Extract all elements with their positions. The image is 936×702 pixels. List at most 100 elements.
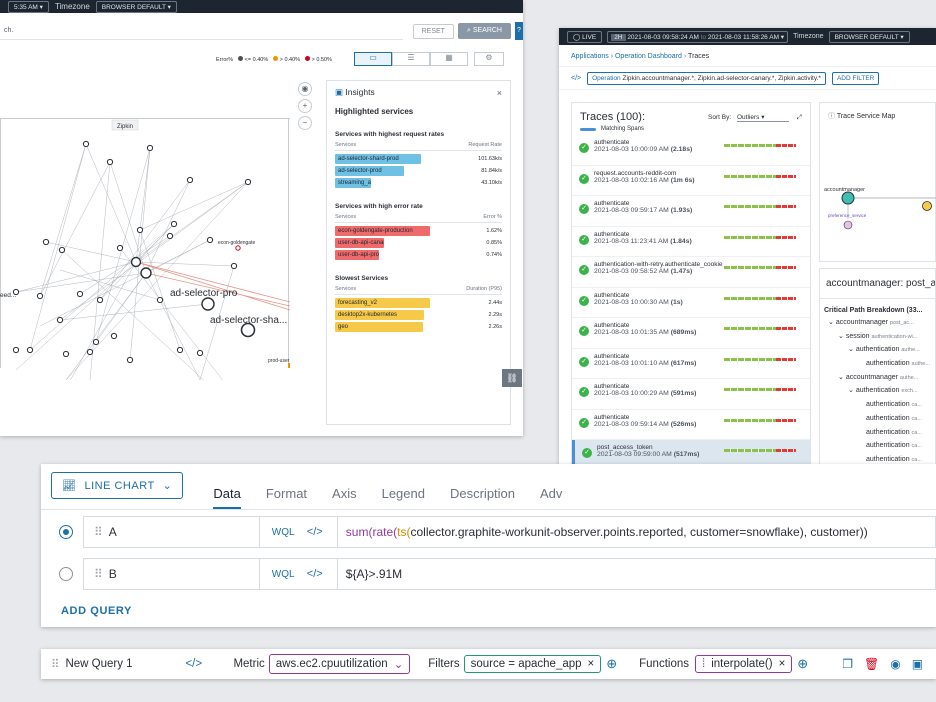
- query-radio[interactable]: [59, 525, 73, 539]
- map-view-icon[interactable]: ▭: [354, 52, 392, 66]
- critical-path-row[interactable]: authentication ca...: [866, 428, 922, 436]
- collapse-icon[interactable]: ⌄: [838, 373, 846, 381]
- query-language-label[interactable]: WQL: [258, 559, 307, 589]
- code-toggle-icon[interactable]: </>: [185, 658, 203, 670]
- timezone-selector[interactable]: BROWSER DEFAULT ▾: [95, 0, 177, 13]
- collapse-icon[interactable]: ⌄: [848, 346, 856, 354]
- trace-list-item[interactable]: ✓ authenticate 2021-08-03 10:00:30 AM (1…: [572, 288, 810, 318]
- drag-handle-icon[interactable]: ⠿: [51, 659, 60, 671]
- search-input[interactable]: ch.: [0, 22, 403, 40]
- remove-function-icon[interactable]: ×: [778, 658, 786, 670]
- trace-list-item[interactable]: ✓ authenticate 2021-08-03 10:01:10 AM (6…: [572, 349, 810, 379]
- insights-icon: ▣: [335, 87, 344, 97]
- trace-list-item[interactable]: ✓ authenticate 2021-08-03 10:00:09 AM (2…: [572, 135, 810, 166]
- code-toggle-icon[interactable]: </>: [306, 526, 323, 538]
- tab-adv[interactable]: Adv: [540, 486, 563, 501]
- span-timeline: [724, 418, 796, 422]
- insight-row[interactable]: econ-goldengate-production 1.62%: [335, 226, 502, 236]
- live-button[interactable]: ◯ LIVE: [567, 30, 603, 43]
- trace-list-item[interactable]: ✓ authentication-with-retry.authenticate…: [572, 257, 810, 288]
- service-graph[interactable]: Zipkin ad-selector-pro ad-selector-sha..…: [0, 80, 300, 380]
- insight-row[interactable]: geo 2.26s: [335, 322, 502, 332]
- visibility-eye-icon[interactable]: ◉: [890, 657, 901, 671]
- delete-icon[interactable]: 🗑︎: [863, 657, 880, 671]
- function-chip[interactable]: ⁞ interpolate() ×: [695, 655, 793, 673]
- insight-section: Services with high error rate Services E…: [335, 203, 502, 260]
- tab-axis[interactable]: Axis: [332, 486, 357, 501]
- sort-select[interactable]: Outliers ▾: [736, 113, 789, 122]
- critical-path-row[interactable]: authentication ca...: [866, 442, 922, 450]
- recenter-icon[interactable]: ◉: [298, 82, 312, 96]
- collapse-icon[interactable]: ⌄: [848, 387, 856, 395]
- insight-row[interactable]: user-db-api-canary 0.85%: [335, 238, 502, 248]
- drag-handle-icon[interactable]: ⠿: [94, 525, 103, 539]
- query-radio[interactable]: [59, 567, 73, 581]
- critical-path-row[interactable]: authentication ca...: [866, 401, 922, 409]
- query-expression[interactable]: ${A}>.91M: [336, 559, 935, 589]
- close-icon[interactable]: ×: [496, 87, 502, 98]
- drag-handle-icon[interactable]: ⠿: [94, 567, 103, 581]
- trace-list-item[interactable]: ✓ authenticate 2021-08-03 11:23:41 AM (1…: [572, 227, 810, 257]
- critical-path-row[interactable]: ⌄ accountmanager post_ac...: [828, 319, 914, 326]
- add-filter-icon[interactable]: ⊕: [606, 656, 618, 671]
- code-icon[interactable]: </>: [571, 74, 582, 82]
- insight-section-title: Services with high error rate: [335, 203, 423, 210]
- tab-legend[interactable]: Legend: [381, 486, 425, 501]
- list-view-icon[interactable]: ☰: [392, 52, 430, 66]
- time-range[interactable]: 2H 2021-08-03 09:58:24 AM to 2021-08-03 …: [607, 30, 789, 43]
- remove-filter-icon[interactable]: ×: [587, 658, 595, 670]
- query-expression[interactable]: sum(rate(ts(collector.graphite-workunit-…: [336, 517, 935, 547]
- copy-icon[interactable]: ❐: [842, 657, 853, 671]
- add-query-button[interactable]: ADD QUERY: [61, 605, 132, 617]
- insight-row[interactable]: user-db-api-prod 0.74%: [335, 250, 502, 260]
- zoom-out-icon[interactable]: −: [298, 116, 312, 130]
- more-icon[interactable]: ▣: [911, 657, 924, 671]
- settings-gear-icon[interactable]: ⚙: [474, 52, 504, 66]
- expand-icon[interactable]: ⤢: [796, 113, 802, 121]
- help-tab[interactable]: ?: [515, 22, 523, 40]
- reset-button[interactable]: RESET: [412, 23, 454, 39]
- zoom-in-icon[interactable]: +: [298, 99, 312, 113]
- metric-chip[interactable]: aws.ec2.cpuutilization ⌄: [268, 654, 411, 674]
- trace-map-graph[interactable]: accountmanager preference_service: [820, 129, 936, 249]
- query-language-label[interactable]: WQL: [258, 517, 307, 547]
- trace-list-item[interactable]: ✓ authenticate 2021-08-03 10:01:35 AM (6…: [572, 318, 810, 349]
- trace-list-item[interactable]: ✓ authenticate 2021-08-03 09:59:17 AM (1…: [572, 196, 810, 227]
- trace-list-item[interactable]: ✓ authenticate 2021-08-03 09:59:14 AM (5…: [572, 410, 810, 440]
- link-icon[interactable]: ⛓: [502, 369, 522, 387]
- insight-row[interactable]: ad-selector-shard-prod 101.63k/s: [335, 154, 502, 164]
- breadcrumb-dashboard[interactable]: Operation Dashboard: [614, 53, 682, 60]
- insight-row[interactable]: streaming_appdream 43.10k/s: [335, 178, 502, 188]
- query-name[interactable]: New Query 1: [65, 658, 133, 670]
- filter-chip[interactable]: source = apache_app ×: [463, 655, 602, 673]
- add-filter-button[interactable]: ADD FILTER: [831, 71, 880, 85]
- critical-path-row[interactable]: authentication ca...: [866, 414, 922, 422]
- time-range-selector[interactable]: 5:35 AM ▾: [8, 0, 49, 13]
- insight-row[interactable]: desktop2x-kubernetes 2.29s: [335, 310, 502, 320]
- tab-format[interactable]: Format: [265, 486, 308, 501]
- critical-path-row[interactable]: ⌄ session authentication-wi...: [838, 332, 918, 340]
- chart-type-selector[interactable]: 📈︎ LINE CHART ⌄: [51, 472, 184, 499]
- trace-list-item[interactable]: ✓ authenticate 2021-08-03 10:00:29 AM (5…: [572, 379, 810, 410]
- add-function-icon[interactable]: ⊕: [797, 656, 809, 671]
- critical-path-row[interactable]: ⌄ authentication exch...: [848, 387, 918, 395]
- insight-row[interactable]: ad-selector-prod 81.84k/s: [335, 166, 502, 176]
- traces-window: ◯ LIVE 2H 2021-08-03 09:58:24 AM to 2021…: [559, 28, 936, 496]
- trace-list-item[interactable]: ✓ request.accounts-reddit-com 2021-08-03…: [572, 166, 810, 196]
- insight-row[interactable]: forecasting_v2 2.44s: [335, 298, 502, 308]
- critical-path-row[interactable]: ⌄ authentication authe...: [848, 346, 920, 354]
- tab-description[interactable]: Description: [449, 486, 516, 501]
- timezone-selector[interactable]: BROWSER DEFAULT ▾: [828, 30, 910, 43]
- critical-path-row[interactable]: authentication ca...: [866, 455, 922, 463]
- tab-data[interactable]: Data: [213, 486, 241, 509]
- critical-path-row[interactable]: ⌄ accountmanager authe...: [838, 373, 919, 381]
- collapse-icon[interactable]: ⌄: [828, 319, 836, 326]
- critical-path-row[interactable]: authentication authe...: [866, 360, 930, 368]
- success-check-icon: ✓: [579, 204, 589, 214]
- breadcrumb-applications[interactable]: Applications: [571, 53, 609, 60]
- code-toggle-icon[interactable]: </>: [306, 568, 323, 580]
- operation-filter[interactable]: Operation Zipkin.accountmanager.*, Zipki…: [587, 71, 826, 85]
- grid-view-icon[interactable]: ▦: [430, 52, 468, 66]
- collapse-icon[interactable]: ⌄: [838, 332, 846, 340]
- search-button[interactable]: ⌕ SEARCH: [457, 23, 511, 39]
